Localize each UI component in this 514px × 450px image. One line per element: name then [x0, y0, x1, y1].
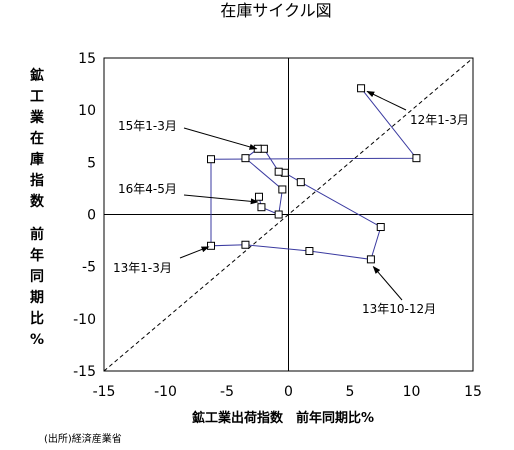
x-tick-label: -5	[220, 384, 234, 400]
x-tick-label: 0	[284, 384, 293, 400]
x-tick-label: 10	[403, 384, 421, 400]
annotation-label: 12年1-3月	[410, 113, 469, 127]
y-tick-label: 5	[87, 155, 96, 171]
annotation-arrow	[183, 194, 259, 205]
y-axis-title-char: 数	[30, 193, 45, 210]
series-path	[210, 87, 418, 260]
y-axis-title-char: 年	[30, 247, 44, 264]
data-point-marker	[376, 223, 385, 232]
y-axis-title-char: %	[30, 332, 44, 348]
y-tick-label: -15	[73, 364, 96, 380]
annotation-arrow	[183, 127, 258, 150]
x-axis-title: 鉱工業出荷指数 前年同期比%	[192, 410, 374, 426]
x-tick-label: 15	[464, 384, 482, 400]
data-point-marker	[357, 84, 366, 93]
y-tick-label: -5	[82, 260, 96, 276]
data-point-marker	[257, 203, 266, 212]
data-point-marker	[296, 178, 305, 187]
y-axis-title-char: 業	[29, 109, 45, 126]
data-point-marker	[366, 255, 375, 264]
y-tick-label: 10	[78, 103, 96, 119]
annotation-label: 13年10-12月	[362, 302, 436, 316]
annotation-label: 15年1-3月	[118, 119, 177, 133]
y-axis-title-char: 前	[30, 226, 44, 243]
data-point-marker	[241, 154, 250, 163]
x-tick-label: 5	[346, 384, 355, 400]
x-tick-label: -10	[154, 384, 177, 400]
source-note: (出所)経済産業省	[44, 432, 122, 445]
y-tick-label: -10	[73, 312, 96, 328]
annotation-label: 16年4-5月	[118, 182, 177, 196]
data-point-marker	[274, 210, 283, 219]
data-point-marker	[412, 154, 421, 163]
diagonal-line	[103, 57, 474, 372]
annotation-arrow	[366, 90, 407, 111]
annotation-arrow	[179, 246, 210, 259]
annotation-label: 13年1-3月	[113, 261, 172, 275]
series-markers	[207, 84, 421, 264]
series-line	[210, 87, 418, 260]
y-axis-title-char: 期	[30, 290, 44, 306]
data-point-marker	[241, 240, 250, 249]
chart-title: 在庫サイクル図	[220, 1, 331, 20]
y-axis-title-char: 工	[30, 89, 44, 105]
y-axis-title-char: 鉱	[30, 67, 44, 84]
y-tick-label: 15	[78, 51, 96, 67]
data-point-marker	[278, 185, 287, 194]
x-tick-labels: -15 -10 -5 0 5 10 15	[93, 384, 482, 400]
y-tick-label: 0	[87, 208, 96, 224]
y-axis-title-char: 指	[30, 172, 44, 189]
annotations: 12年1-3月 15年1-3月 16年4-5月 13年1-3月 13年10-12月	[113, 90, 469, 316]
data-point-marker	[254, 192, 263, 201]
data-point-marker	[207, 155, 216, 164]
data-point-marker	[305, 247, 314, 256]
y-axis-title-char: 在	[30, 130, 44, 147]
annotation-arrow	[372, 265, 403, 301]
y-axis-title-char: 庫	[30, 151, 44, 168]
data-point-marker	[207, 241, 216, 250]
y-axis-title-char: 同	[30, 269, 44, 285]
data-point-marker	[274, 167, 283, 176]
x-tick-label: -15	[93, 384, 116, 400]
reference-diagonal	[103, 57, 474, 372]
y-tick-labels: -15 -10 -5 0 5 10 15	[73, 51, 96, 380]
y-axis-title-char: 比	[30, 310, 44, 327]
